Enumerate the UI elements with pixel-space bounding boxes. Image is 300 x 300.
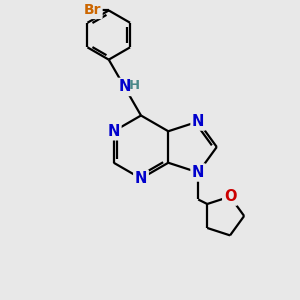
Text: O: O — [224, 189, 236, 204]
Text: N: N — [118, 80, 131, 94]
Text: N: N — [192, 114, 204, 129]
Text: H: H — [128, 79, 140, 92]
Text: N: N — [192, 165, 204, 180]
Text: N: N — [135, 171, 147, 186]
Text: Br: Br — [83, 3, 101, 17]
Text: N: N — [107, 124, 120, 139]
